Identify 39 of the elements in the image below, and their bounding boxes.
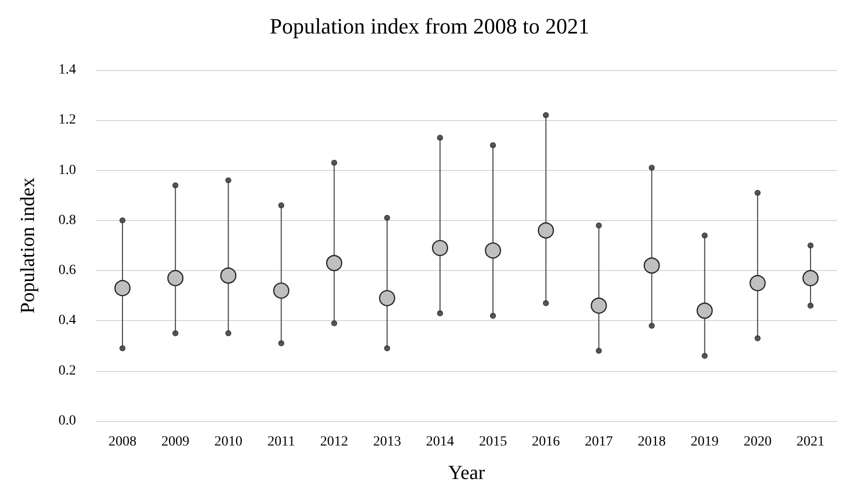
- x-tick-label: 2020: [744, 434, 772, 450]
- x-tick-label: 2009: [161, 434, 190, 450]
- y-axis-title: Population index: [17, 177, 39, 314]
- x-tick-label: 2013: [373, 434, 402, 450]
- y-tick-label: 0.4: [58, 313, 76, 328]
- point: [167, 270, 184, 286]
- point: [590, 298, 607, 314]
- y-tick-label: 1.4: [58, 62, 76, 78]
- y-tick-label: 0.0: [58, 414, 76, 428]
- x-tick-label: 2011: [268, 434, 295, 450]
- y-tick-label: 0.6: [58, 263, 76, 278]
- point: [644, 257, 660, 274]
- x-axis-title: Year: [448, 462, 486, 484]
- point: [220, 267, 236, 284]
- point: [432, 240, 448, 256]
- point: [696, 302, 713, 319]
- x-tick-label: 2010: [214, 434, 242, 450]
- point: [750, 275, 766, 292]
- x-tick-label: 2017: [584, 434, 613, 450]
- x-tick-label: 2016: [532, 434, 560, 450]
- point: [538, 222, 554, 239]
- x-tick-label: 2019: [690, 434, 719, 450]
- x-tick-label: 2018: [638, 434, 666, 450]
- point: [802, 270, 819, 286]
- y-tick-label: 0.8: [58, 212, 76, 228]
- point: [326, 254, 342, 272]
- chart-title: Population index from 2008 to 2021: [270, 14, 590, 38]
- x-tick-label: 2008: [108, 434, 136, 450]
- y-tick-label: 1.2: [58, 112, 76, 128]
- x-tick-label: 2021: [796, 434, 825, 450]
- point: [114, 280, 131, 296]
- point: [273, 282, 290, 299]
- y-tick-label: 1.0: [58, 162, 76, 178]
- point: [379, 290, 396, 306]
- point: [484, 242, 502, 259]
- x-tick-label: 2014: [426, 434, 454, 450]
- x-tick-label: 2012: [320, 434, 348, 450]
- x-tick-label: 2015: [478, 434, 507, 450]
- y-tick-label: 0.2: [58, 363, 76, 378]
